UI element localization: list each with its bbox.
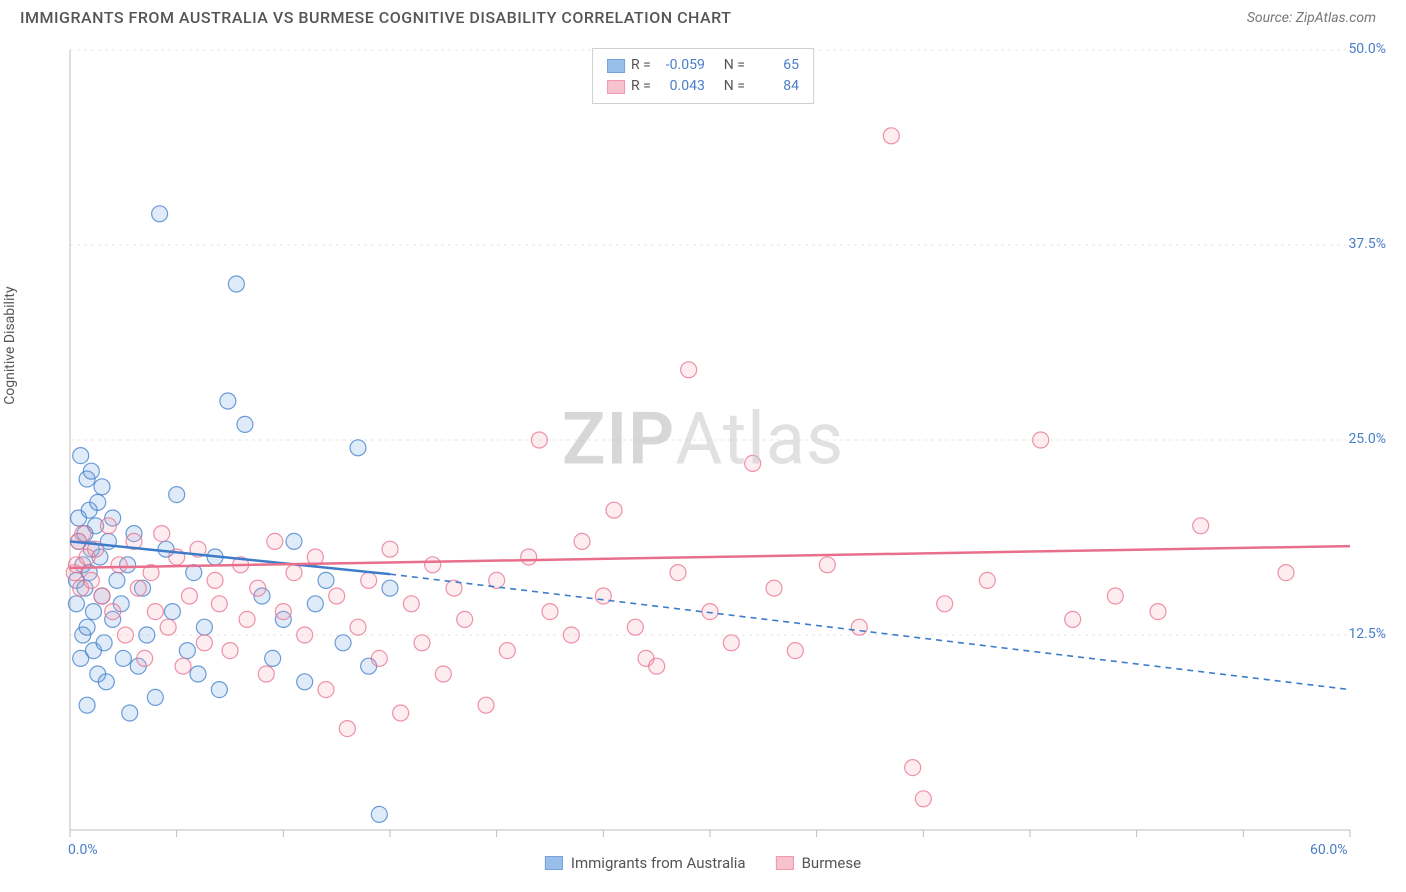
y-tick-label: 50.0% [1348, 41, 1386, 57]
legend-item-burmese: Burmese [776, 854, 862, 872]
correlation-legend: R = -0.059 N = 65 R = 0.043 N = 84 [592, 48, 814, 104]
y-tick-label: 37.5% [1348, 236, 1386, 252]
source-attribution: Source: ZipAtlas.com [1247, 10, 1376, 26]
y-tick-label: 25.0% [1348, 431, 1386, 447]
y-tick-label: 12.5% [1348, 626, 1386, 642]
n-value-australia: 65 [751, 55, 799, 76]
swatch-burmese [607, 80, 625, 94]
legend-row-burmese: R = 0.043 N = 84 [607, 76, 799, 97]
swatch-australia-icon [545, 856, 563, 870]
y-axis-label: Cognitive Disability [2, 286, 18, 404]
legend-row-australia: R = -0.059 N = 65 [607, 55, 799, 76]
n-value-burmese: 84 [751, 76, 799, 97]
swatch-burmese-icon [776, 856, 794, 870]
scatter-plot [20, 40, 1406, 870]
x-axis-max-label: 60.0% [1310, 842, 1348, 858]
swatch-australia [607, 59, 625, 73]
chart-container: Cognitive Disability ZIPAtlas R = -0.059… [20, 40, 1386, 872]
series-legend: Immigrants from Australia Burmese [545, 854, 861, 872]
r-value-australia: -0.059 [657, 55, 705, 76]
x-axis-min-label: 0.0% [68, 842, 98, 858]
chart-title: IMMIGRANTS FROM AUSTRALIA VS BURMESE COG… [20, 8, 731, 27]
legend-item-australia: Immigrants from Australia [545, 854, 746, 872]
r-value-burmese: 0.043 [657, 76, 705, 97]
